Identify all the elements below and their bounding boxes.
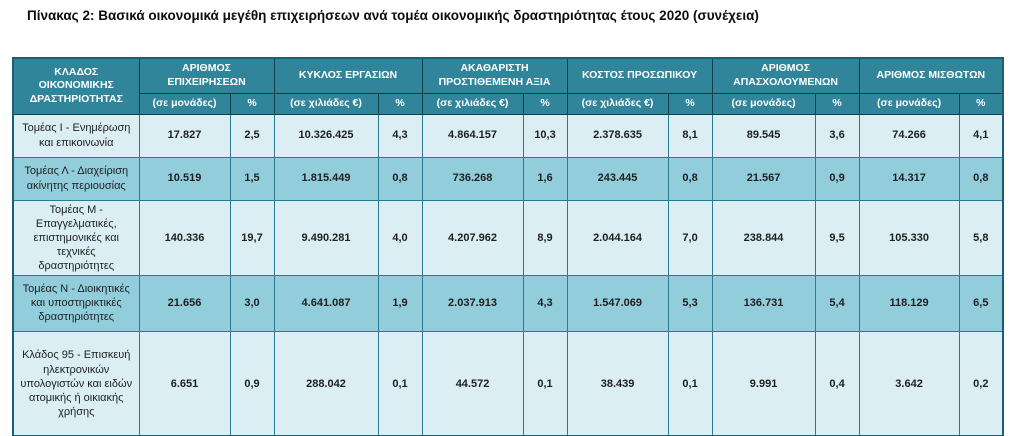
value-cell: 74.266 (858, 113, 960, 158)
header-unit-row: (σε μονάδες) % (σε χιλιάδες €) % (σε χιλ… (13, 92, 1004, 115)
value-cell: 44.572 (421, 330, 524, 436)
value-cell: 7,0 (667, 199, 713, 276)
value-cell: 9,5 (814, 199, 860, 276)
column-group-personnel-cost: ΚΟΣΤΟΣ ΠΡΟΣΩΠΙΚΟΥ (566, 57, 713, 94)
subheader-unit: (σε μονάδες) (711, 92, 816, 115)
value-cell: 243.445 (566, 156, 669, 201)
value-cell: 14.317 (858, 156, 960, 201)
value-cell: 0,9 (814, 156, 860, 201)
value-cell: 2.378.635 (566, 113, 669, 158)
value-cell: 10.519 (138, 156, 231, 201)
value-cell: 0,1 (667, 330, 713, 436)
value-cell: 9.991 (711, 330, 816, 436)
value-cell: 1.815.449 (273, 156, 379, 201)
value-cell: 288.042 (273, 330, 379, 436)
value-cell: 118.129 (858, 274, 960, 332)
value-cell: 238.844 (711, 199, 816, 276)
subheader-pct: % (377, 92, 423, 115)
row-tomeas-i: Τομέας Ι - Ενημέρωση και επικοινωνία 17.… (12, 113, 1004, 158)
value-cell: 10,3 (522, 113, 568, 158)
column-group-turnover: ΚΥΚΛΟΣ ΕΡΓΑΣΙΩΝ (273, 57, 423, 94)
value-cell: 0,8 (667, 156, 713, 201)
value-cell: 89.545 (711, 113, 816, 158)
value-cell: 736.268 (421, 156, 524, 201)
value-cell: 4.641.087 (273, 274, 379, 332)
value-cell: 3,6 (814, 113, 860, 158)
value-cell: 21.567 (711, 156, 816, 201)
value-cell: 5,3 (667, 274, 713, 332)
page-title: Πίνακας 2: Βασικά οικονομικά μεγέθη επιχ… (27, 8, 759, 23)
sector-cell: Τομέας Ν - Διοικητικές και υποστηρικτικέ… (12, 274, 140, 332)
value-cell: 6,5 (958, 274, 1004, 332)
column-group-gross-value-added: ΑΚΑΘΑΡΙΣΤΗ ΠΡΟΣΤΙΘΕΜΕΝΗ ΑΞΙΑ (421, 57, 568, 94)
value-cell: 8,1 (667, 113, 713, 158)
row-klados-95: Κλάδος 95 - Επισκευή ηλεκτρονικών υπολογ… (12, 330, 1004, 436)
value-cell: 4.864.157 (421, 113, 524, 158)
column-group-number-of-employed: ΑΡΙΘΜΟΣ ΑΠΑΣΧΟΛΟΥΜΕΝΩΝ (711, 57, 860, 94)
row-tomeas-n: Τομέας Ν - Διοικητικές και υποστηρικτικέ… (12, 274, 1004, 332)
value-cell: 38.439 (566, 330, 669, 436)
value-cell: 10.326.425 (273, 113, 379, 158)
row-tomeas-l: Τομέας Λ - Διαχείριση ακίνητης περιουσία… (12, 156, 1004, 201)
value-cell: 6.651 (138, 330, 231, 436)
table-header: ΚΛΑΔΟΣ ΟΙΚΟΝΟΜΙΚΗΣ ΔΡΑΣΤΗΡΙΟΤΗΤΑΣ ΑΡΙΘΜΟ… (12, 57, 1004, 115)
value-cell: 17.827 (138, 113, 231, 158)
table-body: Τομέας Ι - Ενημέρωση και επικοινωνία 17.… (12, 113, 1004, 436)
header-group-row: ΚΛΑΔΟΣ ΟΙΚΟΝΟΜΙΚΗΣ ΔΡΑΣΤΗΡΙΟΤΗΤΑΣ ΑΡΙΘΜΟ… (12, 57, 1004, 115)
subheader-pct: % (522, 92, 568, 115)
value-cell: 0,8 (377, 156, 423, 201)
subheader-unit: (σε μονάδες) (138, 92, 231, 115)
value-cell: 0,2 (958, 330, 1004, 436)
value-cell: 3,0 (229, 274, 275, 332)
value-cell: 1,5 (229, 156, 275, 201)
value-cell: 19,7 (229, 199, 275, 276)
subheader-unit: (σε χιλιάδες €) (421, 92, 524, 115)
value-cell: 9.490.281 (273, 199, 379, 276)
value-cell: 4,3 (377, 113, 423, 158)
subheader-unit: (σε χιλιάδες €) (273, 92, 379, 115)
value-cell: 3.642 (858, 330, 960, 436)
subheader-pct: % (667, 92, 713, 115)
value-cell: 4,3 (522, 274, 568, 332)
sector-cell: Κλάδος 95 - Επισκευή ηλεκτρονικών υπολογ… (12, 330, 140, 436)
value-cell: 1.547.069 (566, 274, 669, 332)
sector-cell: Τομέας Λ - Διαχείριση ακίνητης περιουσία… (12, 156, 140, 201)
sector-cell: Τομέας Ι - Ενημέρωση και επικοινωνία (12, 113, 140, 158)
sector-cell: Τομέας Μ - Επαγγελματικές, επιστημονικές… (12, 199, 140, 276)
value-cell: 4.207.962 (421, 199, 524, 276)
subheader-unit: (σε μονάδες) (858, 92, 960, 115)
value-cell: 0,9 (229, 330, 275, 436)
column-header-sector: ΚΛΑΔΟΣ ΟΙΚΟΝΟΜΙΚΗΣ ΔΡΑΣΤΗΡΙΟΤΗΤΑΣ (12, 57, 140, 115)
value-cell: 0,4 (814, 330, 860, 436)
column-group-number-of-salaried: ΑΡΙΘΜΟΣ ΜΙΣΘΩΤΩΝ (858, 57, 1004, 94)
value-cell: 4,1 (958, 113, 1004, 158)
value-cell: 5,8 (958, 199, 1004, 276)
economic-figures-table: ΚΛΑΔΟΣ ΟΙΚΟΝΟΜΙΚΗΣ ΔΡΑΣΤΗΡΙΟΤΗΤΑΣ ΑΡΙΘΜΟ… (12, 57, 1005, 436)
value-cell: 105.330 (858, 199, 960, 276)
value-cell: 2.037.913 (421, 274, 524, 332)
value-cell: 136.731 (711, 274, 816, 332)
value-cell: 8,9 (522, 199, 568, 276)
subheader-pct: % (229, 92, 275, 115)
value-cell: 140.336 (138, 199, 231, 276)
row-tomeas-m: Τομέας Μ - Επαγγελματικές, επιστημονικές… (12, 199, 1004, 276)
value-cell: 4,0 (377, 199, 423, 276)
value-cell: 0,1 (377, 330, 423, 436)
value-cell: 2.044.164 (566, 199, 669, 276)
value-cell: 0,1 (522, 330, 568, 436)
subheader-pct: % (958, 92, 1004, 115)
subheader-unit: (σε χιλιάδες €) (566, 92, 669, 115)
value-cell: 21.656 (138, 274, 231, 332)
column-group-number-of-enterprises: ΑΡΙΘΜΟΣ ΕΠΙΧΕΙΡΗΣΕΩΝ (138, 57, 275, 94)
value-cell: 1,9 (377, 274, 423, 332)
value-cell: 1,6 (522, 156, 568, 201)
value-cell: 0,8 (958, 156, 1004, 201)
value-cell: 5,4 (814, 274, 860, 332)
value-cell: 2,5 (229, 113, 275, 158)
subheader-pct: % (814, 92, 860, 115)
